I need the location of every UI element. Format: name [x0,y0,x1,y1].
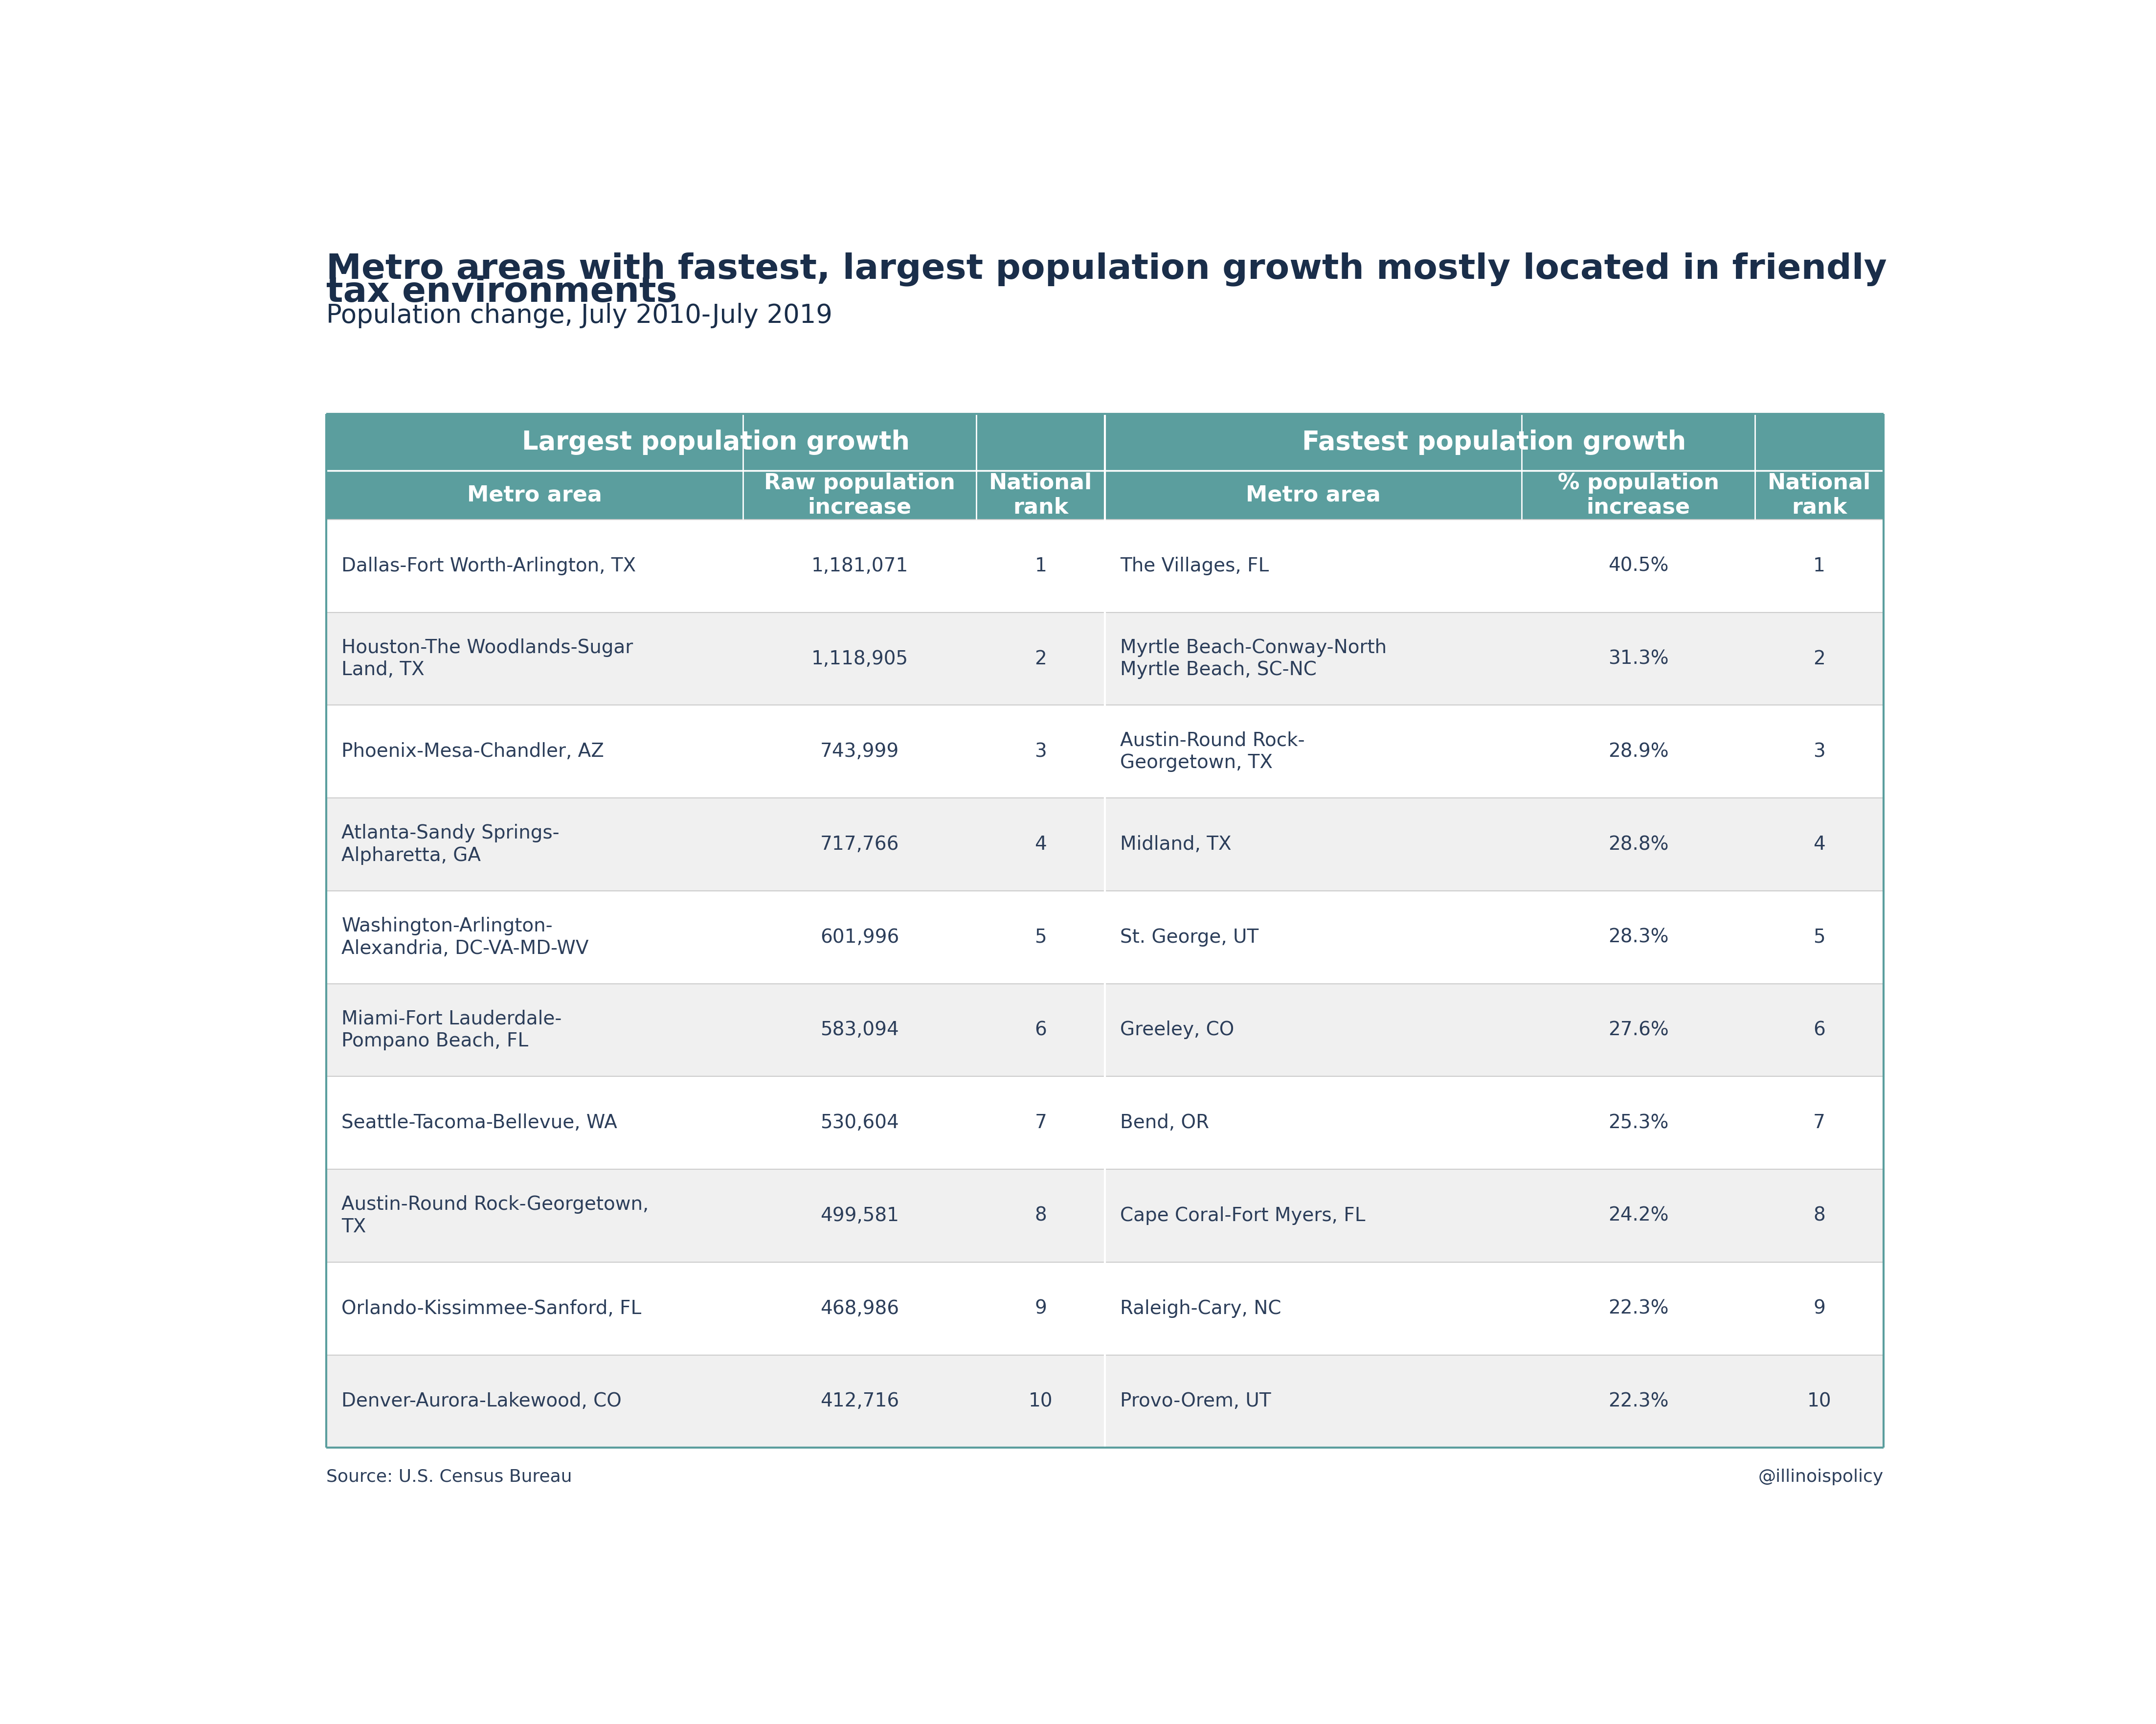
Text: 2: 2 [1035,650,1048,669]
Bar [326,891,1106,984]
Text: 10: 10 [1807,1391,1830,1410]
Text: 4: 4 [1813,834,1826,853]
Text: 25.3%: 25.3% [1608,1114,1669,1133]
Text: Bend, OR: Bend, OR [1121,1114,1210,1133]
Text: Austin-Round Rock-
Georgetown, TX: Austin-Round Rock- Georgetown, TX [1121,731,1304,772]
Bar [326,471,1106,519]
Text: 1: 1 [1035,557,1048,576]
Bar [1106,1262,1884,1355]
Text: Seattle-Tacoma-Bellevue, WA: Seattle-Tacoma-Bellevue, WA [341,1114,617,1133]
Bar [1106,798,1884,891]
Text: 412,716: 412,716 [819,1391,899,1410]
Text: 3: 3 [1813,743,1826,760]
Text: Myrtle Beach-Conway-North
Myrtle Beach, SC-NC: Myrtle Beach-Conway-North Myrtle Beach, … [1121,638,1386,679]
Bar [326,519,1106,612]
Bar [1106,612,1884,705]
Text: Fastest population growth: Fastest population growth [1302,429,1686,455]
Text: 28.8%: 28.8% [1608,834,1669,853]
Text: 28.9%: 28.9% [1608,743,1669,760]
Text: 31.3%: 31.3% [1608,650,1669,669]
Bar [1106,984,1884,1076]
Text: 743,999: 743,999 [819,743,899,760]
Text: 499,581: 499,581 [819,1207,899,1226]
Bar [1106,1355,1884,1448]
Text: 5: 5 [1813,928,1826,946]
Text: 10: 10 [1028,1391,1052,1410]
Bar [326,414,1106,471]
Bar [326,1262,1106,1355]
Text: 468,986: 468,986 [819,1300,899,1317]
Text: 1,118,905: 1,118,905 [811,650,908,669]
Text: Source: U.S. Census Bureau: Source: U.S. Census Bureau [326,1469,571,1484]
Text: Atlanta-Sandy Springs-
Alpharetta, GA: Atlanta-Sandy Springs- Alpharetta, GA [341,824,558,865]
Bar [1106,519,1884,612]
Bar [326,984,1106,1076]
Text: Austin-Round Rock-Georgetown,
TX: Austin-Round Rock-Georgetown, TX [341,1195,649,1236]
Text: Largest population growth: Largest population growth [522,429,910,455]
Text: 717,766: 717,766 [819,834,899,853]
Bar [326,1355,1106,1448]
Text: Metro area: Metro area [468,484,602,505]
Text: Houston-The Woodlands-Sugar
Land, TX: Houston-The Woodlands-Sugar Land, TX [341,638,634,679]
Text: 8: 8 [1035,1207,1048,1226]
Text: 22.3%: 22.3% [1608,1300,1669,1317]
Bar [1106,705,1884,798]
Text: 3: 3 [1035,743,1048,760]
Text: Greeley, CO: Greeley, CO [1121,1021,1233,1040]
Text: 1,181,071: 1,181,071 [811,557,908,576]
Text: 22.3%: 22.3% [1608,1391,1669,1410]
Text: 28.3%: 28.3% [1608,928,1669,946]
Bar [1106,1076,1884,1169]
Text: 7: 7 [1035,1114,1048,1133]
Text: 5: 5 [1035,928,1048,946]
Text: 2: 2 [1813,650,1826,669]
Bar [1106,414,1884,471]
Text: % population
increase: % population increase [1557,472,1718,517]
Text: Population change, July 2010-July 2019: Population change, July 2010-July 2019 [326,303,832,328]
Text: Raw population
increase: Raw population increase [763,472,955,517]
Bar [326,612,1106,705]
Bar [1106,1169,1884,1262]
Text: Midland, TX: Midland, TX [1121,834,1231,853]
Text: Denver-Aurora-Lakewood, CO: Denver-Aurora-Lakewood, CO [341,1391,621,1410]
Text: 583,094: 583,094 [821,1021,899,1040]
Text: Cape Coral-Fort Myers, FL: Cape Coral-Fort Myers, FL [1121,1207,1365,1226]
Text: Metro areas with fastest, largest population growth mostly located in friendly: Metro areas with fastest, largest popula… [326,252,1886,286]
Text: 7: 7 [1813,1114,1826,1133]
Text: 530,604: 530,604 [821,1114,899,1133]
Bar [326,705,1106,798]
Text: Washington-Arlington-
Alexandria, DC-VA-MD-WV: Washington-Arlington- Alexandria, DC-VA-… [341,917,589,957]
Text: Raleigh-Cary, NC: Raleigh-Cary, NC [1121,1300,1281,1317]
Text: 9: 9 [1813,1300,1826,1317]
Text: 8: 8 [1813,1207,1826,1226]
Text: Phoenix-Mesa-Chandler, AZ: Phoenix-Mesa-Chandler, AZ [341,743,604,760]
Text: 9: 9 [1035,1300,1048,1317]
Text: Dallas-Fort Worth-Arlington, TX: Dallas-Fort Worth-Arlington, TX [341,557,636,576]
Text: 27.6%: 27.6% [1608,1021,1669,1040]
Text: tax environments: tax environments [326,276,677,309]
Text: Metro area: Metro area [1246,484,1380,505]
Bar [326,1076,1106,1169]
Text: St. George, UT: St. George, UT [1121,928,1259,946]
Bar [326,798,1106,891]
Text: 6: 6 [1813,1021,1826,1040]
Text: @illinoispolicy: @illinoispolicy [1757,1469,1884,1484]
Text: 1: 1 [1813,557,1826,576]
Text: National
rank: National rank [1768,472,1871,517]
Text: 4: 4 [1035,834,1048,853]
Bar [1106,471,1884,519]
Text: 24.2%: 24.2% [1608,1207,1669,1226]
Bar [1106,891,1884,984]
Text: Miami-Fort Lauderdale-
Pompano Beach, FL: Miami-Fort Lauderdale- Pompano Beach, FL [341,1010,563,1050]
Text: Orlando-Kissimmee-Sanford, FL: Orlando-Kissimmee-Sanford, FL [341,1300,642,1317]
Text: 601,996: 601,996 [819,928,899,946]
Text: 40.5%: 40.5% [1608,557,1669,576]
Text: The Villages, FL: The Villages, FL [1121,557,1270,576]
Bar [326,1169,1106,1262]
Text: 6: 6 [1035,1021,1048,1040]
Text: National
rank: National rank [990,472,1093,517]
Text: Provo-Orem, UT: Provo-Orem, UT [1121,1391,1272,1410]
